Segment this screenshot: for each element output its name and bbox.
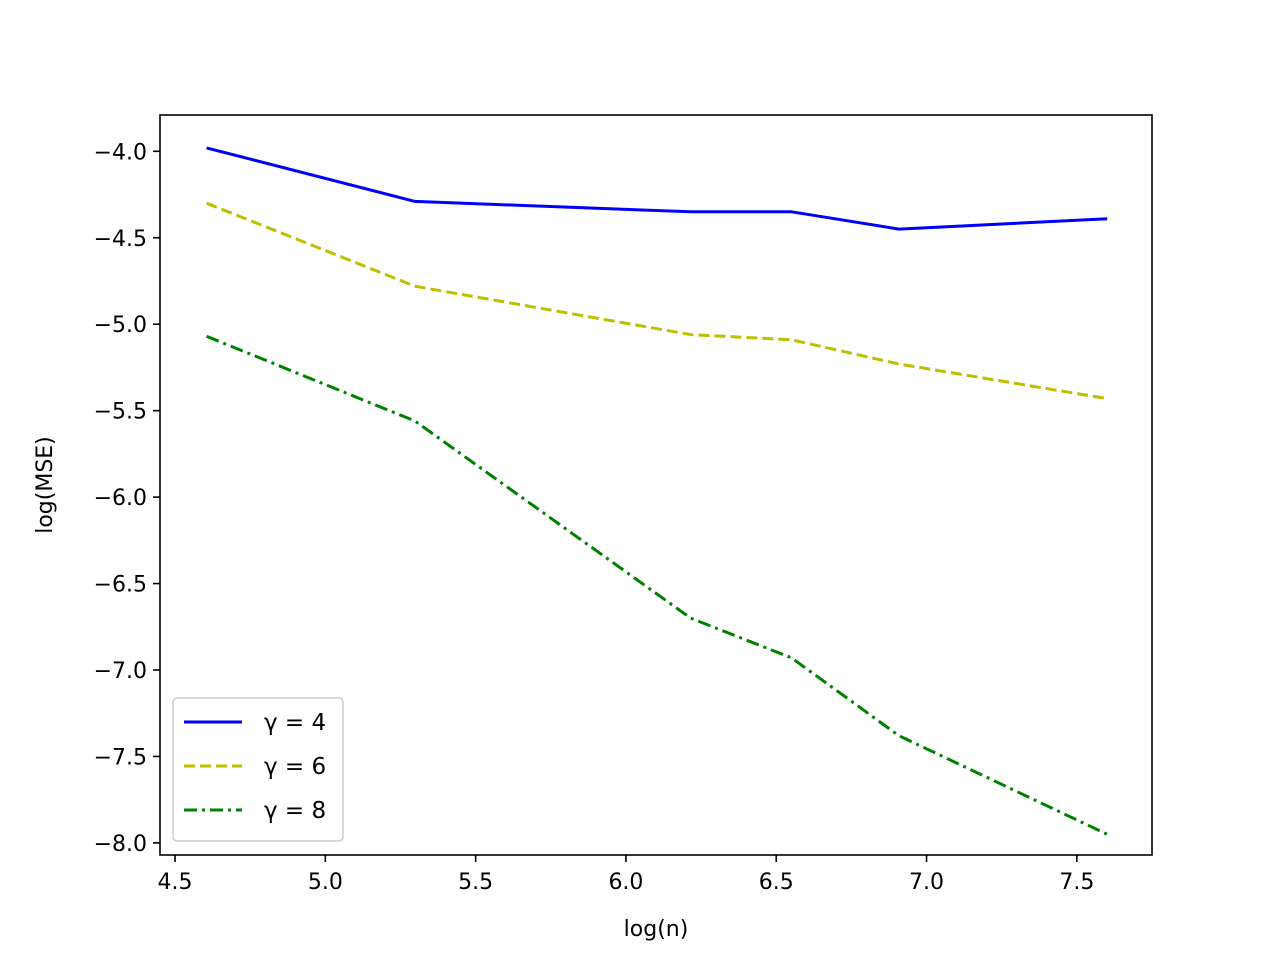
y-tick-label: −6.5 [94,573,147,598]
y-tick-label: −4.5 [94,227,147,252]
y-tick-label: −7.0 [94,659,147,684]
y-tick-label: −5.5 [94,400,147,425]
y-tick-label: −8.0 [94,832,147,857]
y-tick-label: −7.5 [94,745,147,770]
x-tick-label: 7.5 [1059,870,1094,895]
legend-label: γ = 6 [264,754,326,780]
legend-label: γ = 4 [264,710,326,736]
x-tick-label: 5.0 [308,870,343,895]
series-line-3 [206,334,1108,836]
x-tick-label: 7.0 [909,870,944,895]
y-tick-label: −4.0 [94,140,147,165]
y-tick-label: −5.0 [94,313,147,338]
series-layer [206,146,1108,836]
x-tick-label: 5.5 [458,870,493,895]
series-line-2 [206,201,1108,401]
legend-box [172,697,344,842]
x-tick-label: 6.0 [608,870,643,895]
x-tick-label: 6.5 [759,870,794,895]
y-axis: −4.0 −4.5 −5.0 −5.5 −6.0 −6.5 −7.0 −7.5 −8.0 [94,140,160,857]
x-axis-label: log(n) [624,917,689,942]
y-tick-label: −6.0 [94,486,147,511]
plot-frame [159,114,1153,856]
series-line-1 [206,146,1108,231]
x-axis: 4.5 5.0 5.5 6.0 6.5 7.0 7.5 [158,855,1094,895]
y-axis-label: log(MSE) [33,436,58,534]
x-tick-label: 4.5 [158,870,193,895]
legend-label: γ = 8 [264,798,326,824]
legend: γ = 4 γ = 6 γ = 8 [172,697,344,842]
